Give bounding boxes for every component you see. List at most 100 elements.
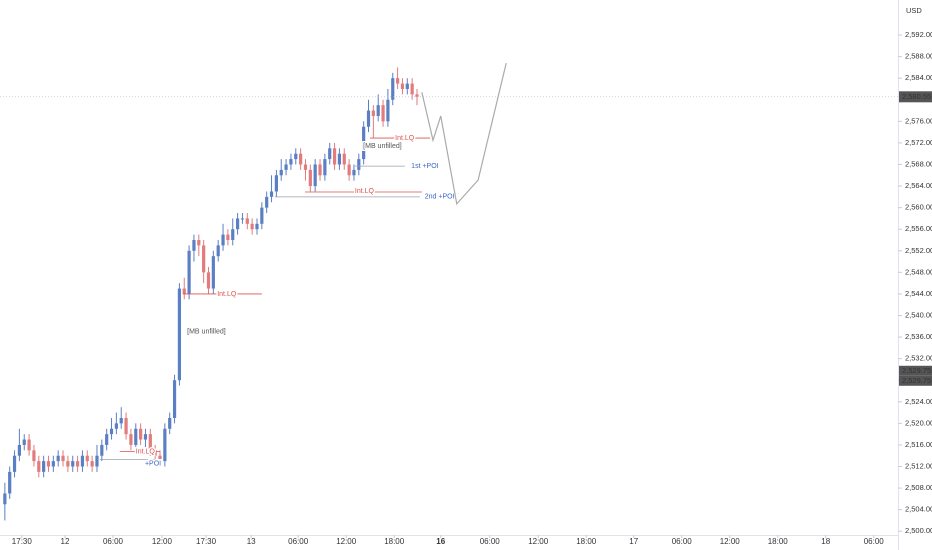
x-tick-label: 13 xyxy=(247,537,256,546)
x-tick-label: 16 xyxy=(436,537,445,546)
y-tick-label: 2,504.00 xyxy=(905,505,932,514)
candle-body xyxy=(71,461,75,467)
x-tick-label: 17:30 xyxy=(12,537,33,546)
candle-body xyxy=(119,417,123,424)
y-tick-label: 2,572.00 xyxy=(905,138,932,147)
x-tick-label: 18:00 xyxy=(768,537,789,546)
candle-body xyxy=(274,175,278,192)
candle-body xyxy=(235,218,240,230)
y-tick-label: 2,564.00 xyxy=(905,181,932,190)
candle-body xyxy=(211,256,215,289)
candle-body xyxy=(66,461,70,467)
candle-body xyxy=(347,164,351,176)
candle-body xyxy=(148,434,152,451)
candle-body xyxy=(90,461,94,467)
y-tick-label: 2,552.00 xyxy=(905,246,932,255)
y-tick-label: 2,540.00 xyxy=(905,310,932,319)
y-tick-label: 2,576.00 xyxy=(905,116,932,125)
x-tick-label: 12 xyxy=(61,537,70,546)
candle-body xyxy=(265,196,269,208)
annotation-label: Int.LQ xyxy=(355,188,375,195)
candle-body xyxy=(187,250,191,294)
candle-body xyxy=(294,153,298,160)
price-label: 2,529.75 xyxy=(902,376,931,385)
y-tick-label: 2,592.00 xyxy=(905,30,932,39)
candle-body xyxy=(226,234,230,240)
candle-body xyxy=(105,434,109,445)
y-tick-label: 2,556.00 xyxy=(905,224,932,233)
candle-body xyxy=(8,471,12,494)
candle-body xyxy=(313,164,317,187)
candle-body xyxy=(284,164,288,170)
last-price-label: 2,580.55 xyxy=(902,92,931,101)
candle-body xyxy=(139,428,143,440)
candle-body xyxy=(17,444,21,456)
candle-body xyxy=(415,94,419,97)
candle-body xyxy=(206,272,211,289)
candle-body xyxy=(328,148,332,160)
candle-body xyxy=(381,105,385,122)
candle-body xyxy=(163,428,167,462)
x-tick-label: 12:00 xyxy=(720,537,741,546)
y-tick-label: 2,512.00 xyxy=(905,461,932,470)
annotation-label: 2nd +POI xyxy=(425,194,455,201)
annotation-label: [MB unfilled] xyxy=(363,143,402,150)
candle-body xyxy=(371,110,375,116)
candle-body xyxy=(12,455,17,472)
y-tick-label: 2,588.00 xyxy=(905,52,932,61)
candle-body xyxy=(245,218,249,224)
candle-body xyxy=(85,455,89,462)
x-tick-label: 06:00 xyxy=(672,537,693,546)
currency-label: USD xyxy=(906,6,922,15)
candle-body xyxy=(80,455,85,467)
candle-body xyxy=(124,417,128,435)
x-tick-label: 12:00 xyxy=(528,537,549,546)
candle-body xyxy=(289,159,293,165)
candle-body xyxy=(109,428,114,435)
candle-body xyxy=(221,234,225,246)
candle-body xyxy=(42,461,46,472)
price-label: 2,529.75 xyxy=(902,366,931,375)
candle-body xyxy=(376,105,380,116)
y-tick-label: 2,560.00 xyxy=(905,203,932,212)
candle-body xyxy=(46,461,51,467)
annotation-label: Int.LQ xyxy=(395,135,415,142)
candle-body xyxy=(61,455,65,462)
candle-body xyxy=(303,164,308,170)
annotation-label: 1st +POI xyxy=(411,163,438,170)
candle-body xyxy=(37,461,41,472)
x-tick-label: 12:00 xyxy=(336,537,357,546)
x-tick-label: 18 xyxy=(821,537,830,546)
candle-body xyxy=(240,218,245,220)
annotation-label: Int.LQ xyxy=(136,448,156,455)
candle-body xyxy=(129,434,133,445)
candle-body xyxy=(386,99,390,122)
y-tick-label: 2,516.00 xyxy=(905,440,932,449)
x-tick-label: 17:30 xyxy=(196,537,217,546)
y-tick-label: 2,520.00 xyxy=(905,418,932,427)
candle-body xyxy=(255,223,259,230)
candle-body xyxy=(391,78,395,100)
y-tick-label: 2,548.00 xyxy=(905,267,932,276)
candle-body xyxy=(134,428,138,445)
last-price-box xyxy=(899,91,932,103)
candle-body xyxy=(396,78,400,84)
annotation-label: Int.LQ xyxy=(217,291,237,298)
candle-body xyxy=(100,444,104,456)
candle-body xyxy=(3,493,7,505)
candle-body xyxy=(22,439,26,445)
candle-body xyxy=(323,159,327,176)
y-tick-label: 2,532.00 xyxy=(905,354,932,363)
candle-body xyxy=(27,439,31,451)
x-tick-label: 18:00 xyxy=(384,537,405,546)
candle-body xyxy=(75,461,80,467)
candle-body xyxy=(362,126,366,160)
candle-body xyxy=(192,239,196,251)
candle-body xyxy=(153,450,157,456)
y-tick-label: 2,508.00 xyxy=(905,483,932,492)
candle-body xyxy=(308,169,312,187)
candle-body xyxy=(143,434,148,440)
candle-body xyxy=(216,245,220,257)
